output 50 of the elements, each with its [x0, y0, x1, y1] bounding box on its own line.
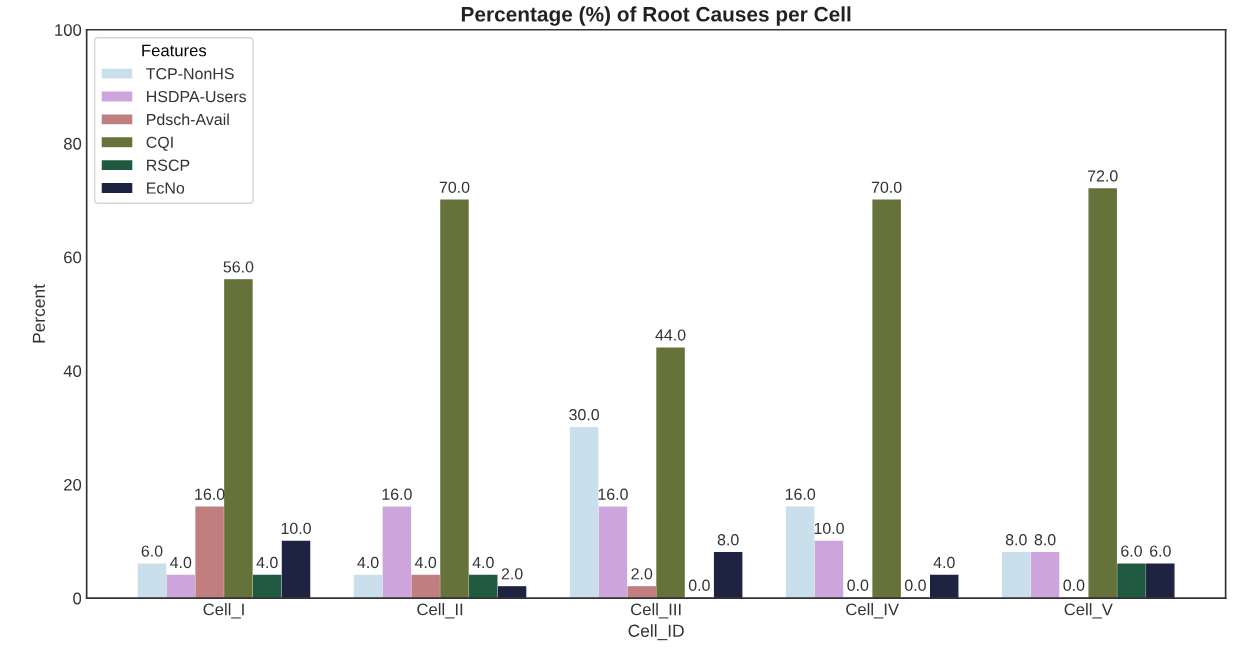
data-label: 4.0 — [170, 556, 192, 569]
y-axis-title: Percent — [32, 284, 46, 343]
data-label: 56.0 — [223, 261, 254, 273]
x-axis-title: Cell_ID — [628, 624, 684, 641]
y-tick-label: 100 — [55, 24, 82, 36]
y-tick-label: 0 — [73, 592, 82, 605]
y-tick-label: 80 — [63, 137, 82, 150]
data-label: 16.0 — [598, 488, 628, 500]
data-label: 0.0 — [1063, 579, 1085, 591]
data-label: 10.0 — [281, 522, 311, 535]
legend-label: TCP-NonHS — [146, 68, 234, 80]
x-tick-label: Cell_II — [417, 603, 463, 619]
data-label: 4.0 — [414, 556, 437, 569]
legend-label: RSCP — [147, 159, 190, 171]
data-label: 0.0 — [904, 579, 926, 591]
data-label: 6.0 — [1121, 545, 1142, 557]
legend-label: EcNo — [147, 182, 185, 194]
data-label: 4.0 — [472, 556, 494, 569]
data-label: 8.0 — [1005, 534, 1027, 546]
legend-label: HSDPA-Users — [147, 90, 247, 103]
data-label: 0.0 — [688, 579, 710, 591]
y-tick-label: 40 — [63, 365, 82, 378]
data-label: 70.0 — [871, 181, 902, 193]
data-label: 8.0 — [1034, 534, 1056, 546]
data-label: 0.0 — [847, 579, 869, 591]
legend-title: Features — [142, 44, 207, 57]
x-tick-label: Cell_I — [203, 603, 244, 619]
data-label: 72.0 — [1087, 170, 1118, 182]
data-label: 4.0 — [933, 556, 955, 569]
data-label: 4.0 — [357, 556, 379, 569]
data-label: 30.0 — [569, 409, 600, 421]
x-tick-label: Cell_III — [631, 603, 681, 619]
x-tick-label: Cell_IV — [846, 603, 899, 619]
data-label: 8.0 — [717, 534, 739, 546]
data-label: 10.0 — [814, 522, 844, 535]
data-label: 6.0 — [141, 545, 163, 557]
data-label: 16.0 — [785, 488, 816, 500]
data-label: 44.0 — [655, 329, 686, 341]
data-label: 16.0 — [382, 488, 412, 500]
legend-label: Pdsch-Avail — [147, 113, 229, 126]
legend-label: CQI — [146, 136, 173, 151]
data-label: 4.0 — [256, 556, 278, 569]
data-label: 6.0 — [1150, 545, 1171, 557]
x-tick-label: Cell_V — [1064, 603, 1113, 619]
data-label: 2.0 — [631, 568, 653, 580]
data-label: 2.0 — [501, 568, 523, 580]
y-tick-label: 20 — [64, 478, 82, 491]
y-tick-label: 60 — [64, 251, 82, 264]
chart-title: Percentage (%) of Root Causes per Cell — [461, 6, 851, 26]
data-label: 70.0 — [439, 181, 470, 193]
